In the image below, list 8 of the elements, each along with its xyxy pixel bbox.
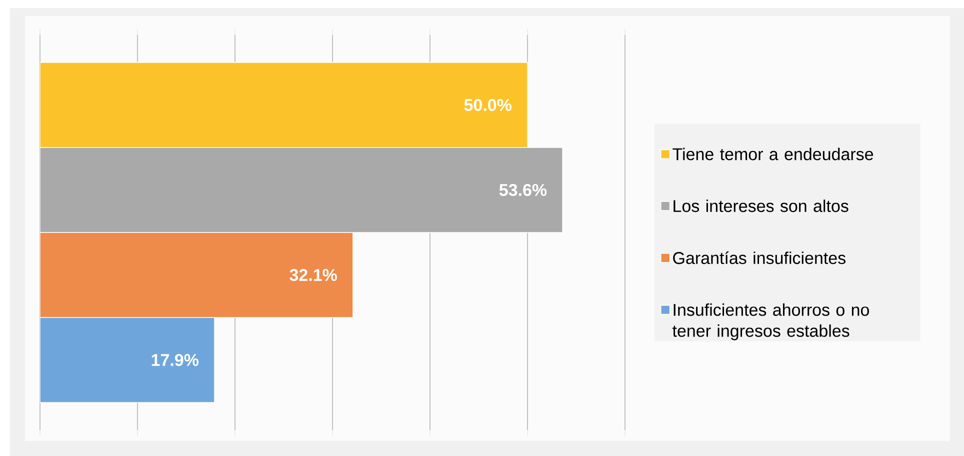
data-label: 50.0%: [464, 98, 512, 112]
data-label: 53.6%: [499, 184, 547, 196]
legend-label: Los intereses son altos: [674, 200, 848, 212]
legend-label: Garantías insuficientes: [673, 251, 846, 264]
legend-label: Insuficientes ahorros o no tener ingresos estables: [672, 303, 869, 340]
data-label: 17.9%: [152, 354, 199, 366]
data-label: 32.1%: [290, 268, 337, 282]
legend-label: Tiene temor a endeudarse: [672, 148, 874, 160]
